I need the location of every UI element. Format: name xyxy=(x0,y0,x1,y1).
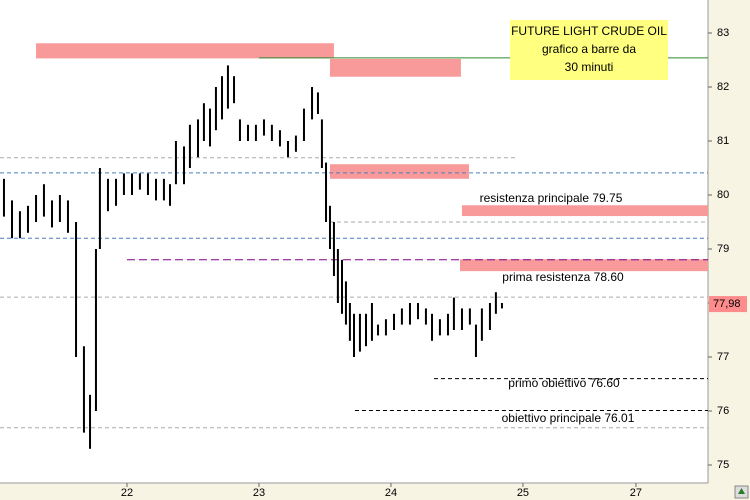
y-tick-label: 77 xyxy=(717,351,729,363)
x-tick-label: 22 xyxy=(121,487,133,499)
price-zone xyxy=(329,164,469,179)
title-line: FUTURE LIGHT CRUDE OIL xyxy=(511,24,667,38)
price-zone xyxy=(36,43,334,59)
title-line: 30 minuti xyxy=(565,60,614,74)
scroll-arrow xyxy=(738,488,745,494)
title-line: grafico a barre da xyxy=(542,42,636,56)
y-tick-label: 75 xyxy=(717,459,729,471)
x-tick-label: 24 xyxy=(385,487,397,499)
price-zone xyxy=(461,205,708,217)
last-price-box xyxy=(709,296,747,313)
y-tick-label: 81 xyxy=(717,135,729,147)
x-tick-label: 23 xyxy=(253,487,265,499)
y-tick-label: 76 xyxy=(717,405,729,417)
y-tick-label: 82 xyxy=(717,81,729,93)
annotation: prima resistenza 78.60 xyxy=(502,270,624,284)
price-zone xyxy=(459,259,708,272)
x-tick-label: 27 xyxy=(630,487,642,499)
annotation: primo obiettivo 76.60 xyxy=(508,376,620,390)
price-zone xyxy=(329,58,461,77)
title-box xyxy=(510,20,668,80)
y-tick-label: 79 xyxy=(717,243,729,255)
annotation: obiettivo principale 76.01 xyxy=(502,411,635,425)
x-tick-label: 25 xyxy=(517,487,529,499)
annotation: resistenza principale 79.75 xyxy=(480,191,623,205)
y-axis-strip xyxy=(708,0,750,500)
y-tick-label: 83 xyxy=(717,27,729,39)
x-axis-strip xyxy=(0,483,708,500)
last-price-label: 77,98 xyxy=(713,298,741,310)
y-tick-label: 80 xyxy=(717,189,729,201)
plot-area xyxy=(0,0,708,483)
